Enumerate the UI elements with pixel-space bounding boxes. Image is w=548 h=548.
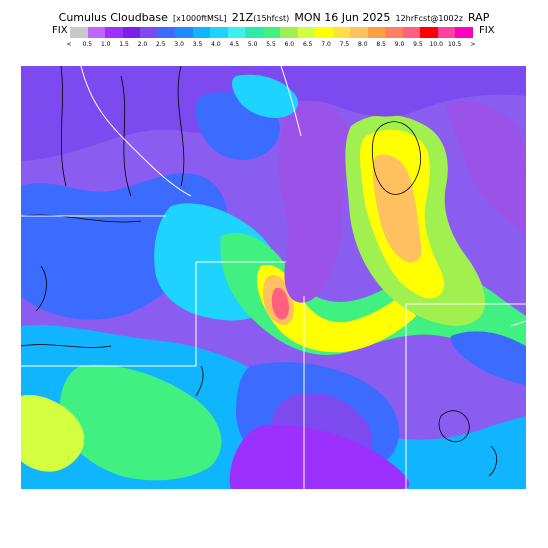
legend-swatch — [297, 27, 315, 38]
legend-swatch — [122, 27, 140, 38]
title-forecast-hour: (15hfcst) — [253, 14, 290, 23]
legend-tick-label: 0.5 — [82, 41, 93, 48]
legend-ticks: <0.5 1.0 1.5 2.0 2.5 3.0 3.5 4.0 4.5 5.0 5.5 6.0 6.5… — [61, 41, 481, 51]
legend-swatch — [105, 27, 123, 38]
legend-swatch — [437, 27, 455, 38]
legend-swatch — [367, 27, 385, 38]
field-purple-bottom — [229, 425, 410, 489]
legend-tick-label: 9.0 — [394, 41, 405, 48]
legend-swatch — [157, 27, 175, 38]
legend-swatch — [227, 27, 245, 38]
legend-swatch — [262, 27, 280, 38]
legend-tick-label: 3.0 — [174, 41, 184, 48]
title-init-time: 12hrFcst@1002z — [395, 14, 463, 23]
legend-swatch — [70, 27, 88, 38]
title-valid-time: 21Z — [231, 11, 254, 24]
title-model: RAP — [467, 11, 490, 24]
field-cyan-north — [232, 74, 299, 118]
legend-tick-label: < — [66, 41, 72, 48]
color-legend — [70, 27, 473, 38]
title-main-a: Cumulus Cloudbase — [58, 11, 168, 24]
legend-tick-label: 5.0 — [247, 41, 258, 48]
legend-swatch — [455, 27, 473, 38]
legend-swatch — [332, 27, 350, 38]
state-borders — [21, 66, 526, 489]
county-outlines — [21, 66, 498, 477]
legend-swatch — [175, 27, 193, 38]
lake-erie — [450, 331, 526, 386]
fix-label-left: FIX — [52, 25, 68, 36]
legend-tick-label: 7.0 — [321, 41, 331, 48]
field-yellow-band — [256, 265, 416, 353]
fix-label-right: FIX — [479, 25, 495, 36]
title-unit: [x1000ftMSL] — [173, 14, 227, 23]
legend-tick-label: 8.5 — [376, 41, 386, 48]
field-yellowgreen-sw — [21, 395, 85, 472]
legend-tick-label: 9.5 — [413, 41, 423, 48]
legend-tick-label: 1.5 — [119, 41, 129, 48]
legend-tick-label: 4.5 — [229, 41, 240, 48]
lake-huron — [446, 101, 526, 236]
legend-swatch — [315, 27, 333, 38]
legend-tick-label: 10.5 — [447, 41, 462, 48]
field-red-spot — [271, 287, 289, 320]
field-purple-north — [21, 66, 526, 161]
legend-tick-label: 8.0 — [358, 41, 368, 48]
map-title: Cumulus Cloudbase [x1000ftMSL] 21Z(15hfc… — [0, 6, 548, 25]
field-michigan-orange — [372, 154, 422, 263]
legend-swatch — [280, 27, 298, 38]
legend-swatch — [245, 27, 263, 38]
legend-tick-label: 6.5 — [302, 41, 313, 48]
legend-swatch — [192, 27, 210, 38]
legend-swatch — [350, 27, 368, 38]
cloudbase-map — [21, 66, 526, 489]
legend-swatch — [402, 27, 420, 38]
legend-tick-label: 7.5 — [339, 41, 350, 48]
legend-tick-label: 1.0 — [100, 41, 111, 48]
legend-tick-label: 5.5 — [266, 41, 276, 48]
legend-tick-label: 2.5 — [156, 41, 166, 48]
legend-tick-label: 4.0 — [211, 41, 221, 48]
legend-swatch — [140, 27, 158, 38]
legend-swatch — [385, 27, 403, 38]
legend-tick-label: 3.5 — [192, 41, 203, 48]
legend-tick-label: > — [470, 41, 476, 48]
lake-michigan — [278, 100, 351, 303]
legend-swatch — [87, 27, 105, 38]
legend-swatch — [420, 27, 438, 38]
legend-tick-label: 10.0 — [429, 41, 443, 48]
legend-swatch — [210, 27, 228, 38]
title-date: MON 16 Jun 2025 — [294, 11, 391, 24]
legend-tick-label: 2.0 — [137, 41, 148, 48]
legend-tick-label: 6.0 — [284, 41, 295, 48]
field-teal-south — [59, 365, 222, 481]
